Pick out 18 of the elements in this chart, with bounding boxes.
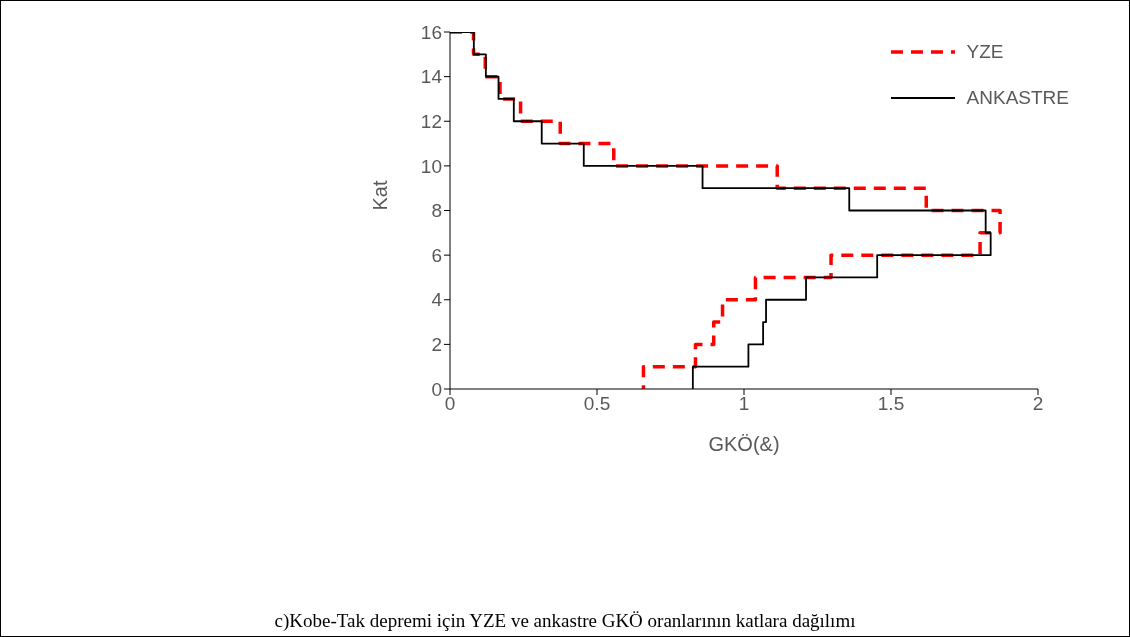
y-tick-label: 14 [420,66,443,88]
y-tick-label: 0 [431,378,442,400]
y-axis-title: Kat [369,180,392,211]
legend-label: ANKASTRE [966,87,1069,109]
x-tick-label: 0.5 [583,393,611,415]
y-tick-label: 6 [431,244,442,266]
y-tick-label: 2 [431,334,442,356]
y-tick-label: 12 [420,111,442,132]
text: c)Kobe-Tak depremi için YZE ve ankastre GKÖ oranlarının katlara dağılımı [273,610,857,632]
x-tick-label: 2 [1032,393,1044,415]
y-tick-label: 4 [431,289,443,311]
x-tick-label: 1.5 [877,393,905,415]
y-tick-label: 8 [431,200,442,222]
y-tick-label: 16 [420,21,442,43]
x-axis-title: GKÖ(&) [708,433,780,455]
x-tick-label: 1 [738,393,750,415]
legend-label: YZE [966,41,1004,63]
y-tick-label: 10 [420,155,442,177]
